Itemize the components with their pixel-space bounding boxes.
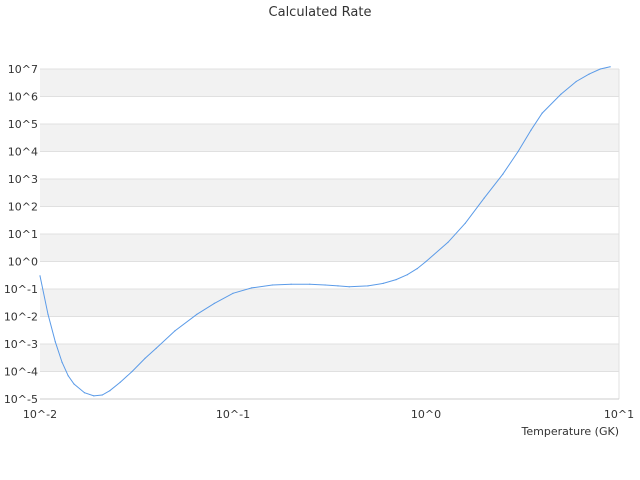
- data-point: [367, 285, 369, 287]
- y-tick-label: 10^-3: [4, 338, 38, 351]
- data-point: [464, 222, 466, 224]
- y-tick-label: 10^-2: [4, 311, 38, 324]
- data-point: [144, 357, 146, 359]
- grid-band: [40, 179, 619, 207]
- data-point: [406, 274, 408, 276]
- data-point: [213, 302, 215, 304]
- data-point: [83, 392, 86, 394]
- y-tick-label: 10^-5: [4, 393, 38, 406]
- data-point: [155, 347, 157, 349]
- grid-band: [40, 124, 619, 152]
- data-point: [251, 287, 253, 289]
- data-point: [560, 93, 562, 95]
- data-point: [588, 73, 590, 75]
- data-point: [309, 283, 311, 285]
- data-point: [530, 129, 532, 131]
- data-point: [599, 68, 601, 70]
- y-tick-label: 10^6: [8, 91, 38, 104]
- data-point: [67, 375, 69, 377]
- data-point: [382, 282, 384, 284]
- x-tick-label: 10^1: [604, 408, 634, 421]
- data-point: [101, 394, 103, 396]
- y-tick-label: 10^5: [8, 118, 38, 131]
- data-point: [290, 283, 292, 285]
- data-point: [54, 341, 56, 343]
- data-point: [348, 286, 350, 288]
- y-tick-label: 10^3: [8, 173, 38, 186]
- data-point: [575, 80, 577, 83]
- x-tick-label: 10^-1: [216, 408, 250, 421]
- y-tick-label: 10^1: [8, 228, 38, 241]
- data-point: [324, 284, 326, 286]
- grid-band: [40, 344, 619, 372]
- data-point: [39, 275, 41, 277]
- x-axis-label: Temperature (GK): [521, 425, 620, 438]
- grid-band: [40, 69, 619, 97]
- data-point: [61, 361, 63, 363]
- data-point: [416, 268, 418, 270]
- x-axis-ticks: 10^-2 10^-1 10^0 10^1: [23, 408, 634, 421]
- grid-band: [40, 234, 619, 262]
- series-group: [39, 66, 611, 397]
- grid-bands: [40, 69, 619, 372]
- data-point: [541, 112, 543, 114]
- data-point: [47, 313, 49, 315]
- data-point: [109, 390, 111, 392]
- grid-band: [40, 289, 619, 317]
- data-point: [447, 241, 449, 243]
- data-point: [131, 370, 133, 373]
- y-tick-label: 10^4: [8, 146, 38, 159]
- data-point: [196, 313, 198, 315]
- data-point: [502, 173, 504, 175]
- data-point: [337, 285, 339, 287]
- x-tick-label: 10^-2: [23, 408, 57, 421]
- grid-lines: [40, 68, 620, 400]
- data-point: [232, 292, 234, 294]
- y-tick-label: 10^-1: [4, 283, 38, 296]
- chart-title: Calculated Rate: [269, 5, 372, 20]
- data-point: [609, 66, 611, 68]
- y-axis-ticks: 10^-5 10^-4 10^-3 10^-2 10^-1 10^0 10^1 10^2 10^…: [4, 63, 38, 406]
- y-tick-label: 10^7: [8, 63, 38, 76]
- data-point: [483, 197, 485, 199]
- data-point: [93, 395, 95, 397]
- data-point: [517, 150, 519, 153]
- x-tick-label: 10^0: [411, 408, 441, 421]
- y-tick-label: 10^2: [8, 201, 38, 214]
- data-point: [73, 383, 75, 385]
- y-tick-label: 10^-4: [4, 366, 38, 379]
- data-point: [271, 284, 273, 286]
- data-point: [395, 279, 397, 281]
- data-point: [174, 330, 176, 332]
- data-point: [425, 260, 427, 263]
- y-tick-label: 10^0: [8, 256, 38, 269]
- data-point: [119, 381, 121, 383]
